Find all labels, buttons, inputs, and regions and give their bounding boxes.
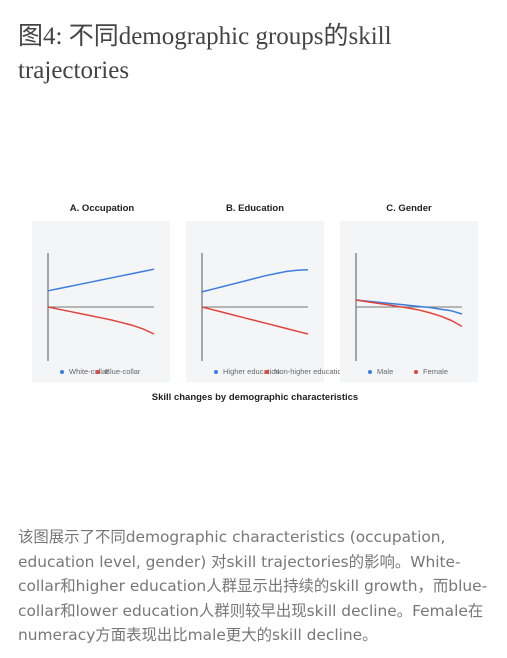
figure-caption: Skill changes by demographic characteris… bbox=[30, 392, 480, 403]
legend-item-blue-collar: Blue-collar bbox=[96, 367, 140, 376]
series-line-higher-education bbox=[202, 270, 308, 292]
legend-dot-red bbox=[96, 370, 100, 374]
legend-item-female: Female bbox=[414, 367, 448, 376]
series-line-non-higher-education bbox=[202, 307, 308, 334]
series-line-white-collar bbox=[48, 269, 154, 291]
legend-dot-blue bbox=[60, 370, 64, 374]
legend-label-blue-collar: Blue-collar bbox=[105, 367, 140, 376]
legend-label-male: Male bbox=[377, 367, 393, 376]
legend-label-female: Female bbox=[423, 367, 448, 376]
panel-title-occupation: A. Occupation bbox=[32, 203, 172, 214]
panel-title-education: B. Education bbox=[185, 203, 325, 214]
legend-dot-red bbox=[265, 370, 269, 374]
description-paragraph: 该图展示了不同demographic characteristics (occu… bbox=[18, 525, 493, 648]
figure: A. Occupation White-collar Blue-collar B… bbox=[30, 203, 480, 413]
chart-panel-occupation: White-collar Blue-collar bbox=[32, 221, 170, 382]
panel-title-gender: C. Gender bbox=[339, 203, 479, 214]
chart-svg-occupation bbox=[32, 221, 170, 382]
chart-panel-gender: Male Female bbox=[340, 221, 478, 382]
legend-label-non-higher-education: Non-higher education bbox=[274, 367, 346, 376]
series-line-blue-collar bbox=[48, 307, 154, 334]
legend-dot-blue bbox=[368, 370, 372, 374]
series-line-female bbox=[356, 300, 462, 326]
legend-item-male: Male bbox=[368, 367, 393, 376]
legend-item-non-higher-education: Non-higher education bbox=[265, 367, 346, 376]
legend-dot-blue bbox=[214, 370, 218, 374]
page-title: 图4: 不同demographic groups的skill trajector… bbox=[18, 20, 488, 88]
chart-panel-education: Higher education Non-higher education bbox=[186, 221, 324, 382]
chart-svg-education bbox=[186, 221, 324, 382]
chart-svg-gender bbox=[340, 221, 478, 382]
legend-dot-red bbox=[414, 370, 418, 374]
